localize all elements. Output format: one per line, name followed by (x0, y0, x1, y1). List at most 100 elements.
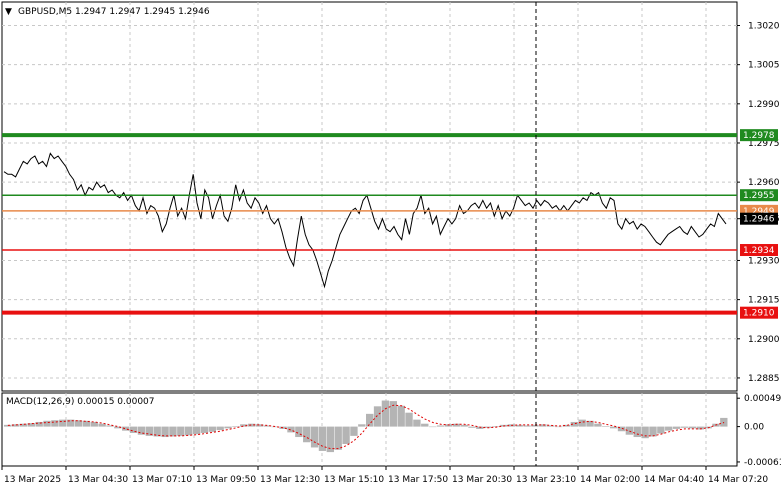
price-level-badge-label: 1.2910 (743, 309, 775, 319)
macd-histogram-bar (657, 426, 665, 434)
macd-histogram-bar (255, 424, 264, 427)
macd-histogram-bar (633, 426, 641, 438)
macd-histogram-bar (625, 426, 634, 435)
macd-histogram-bar (428, 426, 437, 428)
current-price-badge (740, 212, 778, 225)
time-axis-tick-label: 13 Mar 15:10 (324, 475, 384, 485)
macd-axis-tick-label: 0.00 (744, 423, 764, 433)
macd-histogram-bar (145, 426, 154, 436)
macd-histogram-bar (114, 426, 122, 429)
macd-histogram-bar (303, 426, 311, 443)
time-axis-tick-label: 13 Mar 17:50 (388, 475, 448, 485)
macd-histogram-bar (570, 421, 578, 427)
macd-histogram-bar (177, 426, 185, 436)
macd-histogram-bar (413, 419, 421, 427)
macd-histogram-bar (169, 426, 177, 437)
macd-histogram-bar (609, 426, 618, 429)
price-axis-tick-label: 1.2900 (748, 335, 780, 345)
macd-title: MACD(12,26,9) 0.00015 0.00007 (6, 397, 155, 407)
macd-histogram-bar (35, 421, 43, 427)
price-level-badge (740, 244, 778, 257)
macd-histogram-bar (358, 424, 366, 427)
macd-histogram-bar (82, 420, 91, 427)
price-axis-tick-label: 1.2930 (748, 256, 780, 266)
price-level-badge-label: 1.2949 (743, 207, 775, 217)
dropdown-arrow-icon[interactable]: ▼ (5, 7, 12, 17)
macd-histogram-bar (90, 421, 98, 427)
macd-histogram-bar (680, 426, 689, 428)
macd-histogram-bar (586, 420, 594, 427)
macd-signal-line (7, 404, 725, 450)
macd-pane[interactable]: 0.00049 0.00 -0.00061 MACD(12,26,9) 0.00015… (1, 392, 781, 468)
macd-histogram-bar (326, 426, 335, 453)
macd-histogram-bar (216, 426, 224, 431)
macd-histogram-bar (547, 425, 555, 427)
price-level-badge-label: 1.2978 (743, 131, 775, 141)
macd-histogram-bar (43, 420, 51, 427)
macd-histogram-bar (295, 426, 303, 438)
price-axis-tick-label: 1.2885 (748, 374, 780, 384)
price-axis-tick-label: 1.3005 (748, 61, 780, 71)
time-axis-tick-label: 14 Mar 02:00 (580, 475, 640, 485)
price-level-badge-label: 1.2955 (743, 191, 775, 201)
chart-header: ▼ GBPUSD,M5 1.2947 1.2947 1.2945 1.2946 (5, 7, 210, 17)
price-level-badge (740, 306, 778, 319)
macd-histogram-bar (389, 401, 397, 427)
macd-histogram-bar (484, 426, 492, 428)
macd-histogram-bar (562, 424, 571, 427)
macd-histogram-bar (350, 426, 358, 436)
macd-histogram-bar (98, 423, 106, 427)
macd-histogram-bar (271, 426, 279, 428)
macd-histogram-bar (641, 426, 649, 439)
macd-histogram-bar (161, 426, 169, 438)
macd-histogram-bar (342, 426, 350, 444)
macd-histogram-bar (672, 426, 681, 429)
macd-histogram-bar (11, 424, 20, 427)
macd-histogram-bar (232, 426, 240, 427)
time-axis-tick-label: 14 Mar 04:40 (644, 475, 704, 485)
price-axis-tick-label: 1.3020 (748, 21, 780, 31)
macd-histogram-bar (373, 406, 382, 427)
macd-histogram-bar (523, 425, 531, 427)
time-axis-tick-label: 13 Mar 07:10 (132, 475, 192, 485)
macd-histogram-bar (4, 424, 12, 427)
time-axis-tick-label: 13 Mar 23:10 (516, 475, 576, 485)
macd-histogram-bar (287, 426, 295, 433)
price-level-badge-label: 1.2934 (743, 246, 775, 256)
macd-histogram-bar (444, 424, 453, 427)
macd-histogram-bar (688, 426, 697, 429)
time-axis-tick-label: 13 Mar 04:30 (68, 475, 128, 485)
macd-histogram-bar (208, 426, 216, 432)
time-axis-tick-label: 13 Mar 12:30 (260, 475, 320, 485)
price-axis-tick-label: 1.2975 (748, 139, 780, 149)
macd-histogram-bar (137, 426, 146, 435)
symbol-info: GBPUSD,M5 1.2947 1.2947 1.2945 1.2946 (18, 7, 210, 17)
macd-histogram-bar (491, 426, 500, 427)
macd-histogram-bar (531, 424, 539, 427)
macd-histogram-bar (665, 426, 673, 431)
macd-histogram-bar (539, 424, 547, 427)
macd-histogram-bar (27, 423, 35, 427)
price-axis-tick-label: 1.2915 (748, 296, 780, 306)
macd-histogram-bar (74, 420, 83, 427)
macd-histogram-bar (224, 426, 232, 429)
macd-histogram-bar (153, 426, 161, 437)
macd-histogram-bar (318, 426, 327, 451)
macd-axis-tick-label: -0.00061 (744, 458, 781, 468)
price-axis-tick-label: 1.2960 (748, 178, 780, 188)
macd-histogram-bar (617, 426, 626, 432)
macd-histogram-bar (594, 423, 602, 427)
macd-histogram-bar (602, 426, 610, 427)
macd-histogram-bar (405, 412, 413, 427)
price-pane-frame (1, 1, 738, 392)
price-pane[interactable]: 1.30201.30051.29901.29751.29601.29461.29… (1, 1, 780, 392)
macd-histogram-bar (66, 419, 75, 427)
macd-histogram-bar (185, 426, 193, 436)
time-axis: 13 Mar 2025 13 Mar 04:30 13 Mar 07:10 13 Ma… (1, 466, 768, 485)
macd-histogram-bar (263, 425, 272, 427)
macd-histogram-bar (460, 424, 468, 427)
macd-histogram-bar (59, 419, 67, 427)
macd-histogram-bar (310, 426, 319, 448)
